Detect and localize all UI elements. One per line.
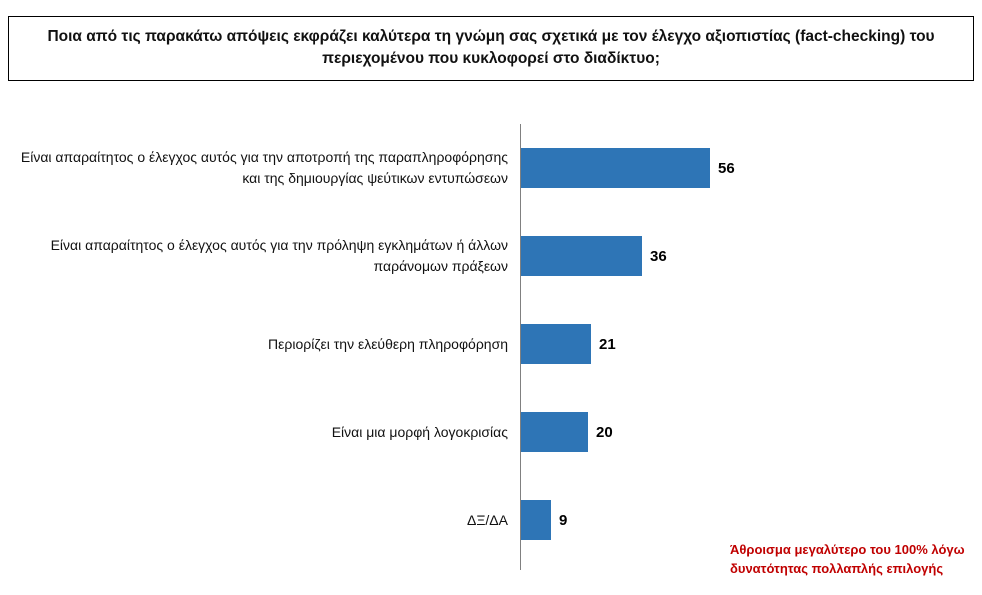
chart-rows: Είναι απαραίτητος ο έλεγχος αυτός για τη… xyxy=(0,124,982,564)
chart-footnote: Άθροισμα μεγαλύτερο του 100% λόγω δυνατότ… xyxy=(730,541,965,579)
y-axis-line xyxy=(520,124,521,570)
category-label: ΔΞ/ΔΑ xyxy=(466,511,508,528)
bar-value-label: 9 xyxy=(559,511,568,529)
chart-row: Είναι απαραίτητος ο έλεγχος αυτός για τη… xyxy=(0,212,982,300)
chart-row: Περιορίζει την ελεύθερη πληροφόρηση 21 xyxy=(0,300,982,388)
bar-value-label: 56 xyxy=(718,159,735,177)
bar-value-label: 36 xyxy=(650,247,667,265)
footnote-line: Άθροισμα μεγαλύτερο του 100% λόγω xyxy=(730,542,965,557)
chart-row: ΔΞ/ΔΑ 9 xyxy=(0,476,982,564)
bar-value-label: 21 xyxy=(599,335,616,353)
bar-track: 56 xyxy=(520,124,982,212)
category-label: Είναι απαραίτητος ο έλεγχος αυτός για τη… xyxy=(50,237,508,274)
category-label: Είναι απαραίτητος ο έλεγχος αυτός για τη… xyxy=(20,149,508,186)
bar-value-label: 20 xyxy=(596,423,613,441)
category-label: Περιορίζει την ελεύθερη πληροφόρηση xyxy=(268,335,508,352)
bar-track: 9 xyxy=(520,476,982,564)
chart-row: Είναι μια μορφή λογοκρισίας 20 xyxy=(0,388,982,476)
bar xyxy=(520,412,588,452)
chart-row: Είναι απαραίτητος ο έλεγχος αυτός για τη… xyxy=(0,124,982,212)
bar-track: 21 xyxy=(520,300,982,388)
bar xyxy=(520,236,642,276)
bar-track: 36 xyxy=(520,212,982,300)
chart-title-box: Ποια από τις παρακάτω απόψεις εκφράζει κ… xyxy=(8,16,974,81)
bar xyxy=(520,148,710,188)
category-label: Είναι μια μορφή λογοκρισίας xyxy=(331,423,508,440)
footnote-line: δυνατότητας πολλαπλής επιλογής xyxy=(730,560,944,576)
bar-track: 20 xyxy=(520,388,982,476)
chart-title: Ποια από τις παρακάτω απόψεις εκφράζει κ… xyxy=(47,28,935,68)
bar xyxy=(520,500,551,540)
bar xyxy=(520,324,591,364)
